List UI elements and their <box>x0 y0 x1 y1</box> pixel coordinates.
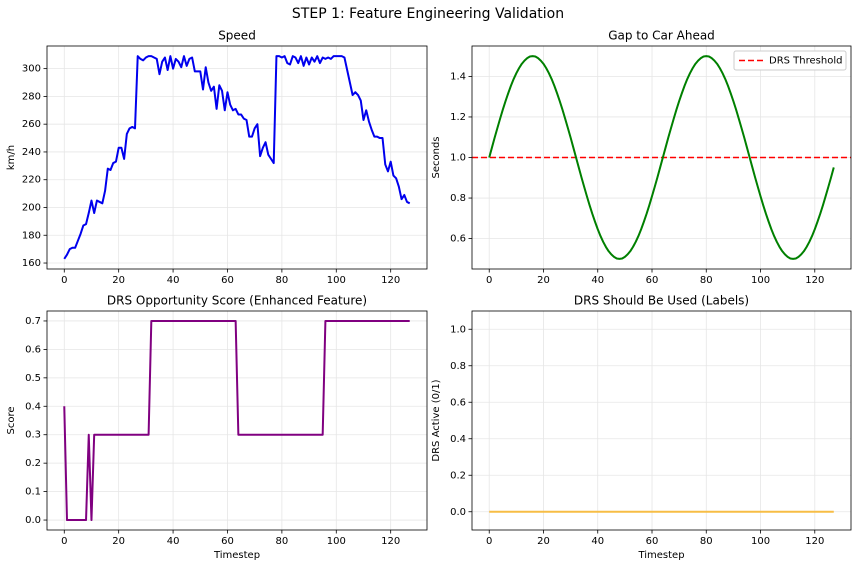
x-tick-label: 100 <box>751 536 770 547</box>
x-tick-label: 0 <box>486 536 492 547</box>
x-tick-label: 60 <box>221 536 234 547</box>
y-tick-label: 0.6 <box>25 344 41 355</box>
y-axis-label: km/h <box>6 145 17 170</box>
y-tick-label: 0.7 <box>25 316 41 327</box>
y-tick-label: 0.5 <box>25 373 41 384</box>
panel: 0 20 40 60 80 100 120 0.0 0.1 0.2 0.3 0.4 0.5 0.6 0.7 D… <box>6 294 428 561</box>
y-tick-label: 0.4 <box>450 434 466 445</box>
panel: 0 20 40 60 80 100 120 0.6 0.8 1.0 1.2 1.4 Gap to Car… <box>431 29 852 286</box>
x-tick-label: 100 <box>327 275 346 286</box>
y-tick-label: 200 <box>22 202 41 213</box>
x-tick-label: 40 <box>591 536 604 547</box>
axes-frame <box>46 45 428 270</box>
y-tick-label: 0.6 <box>450 234 466 245</box>
y-tick-label: 0.4 <box>25 401 41 412</box>
axes-title: Speed <box>218 29 256 43</box>
x-axis-label: Timestep <box>213 550 260 561</box>
x-tick-label: 120 <box>805 536 824 547</box>
axes-frame <box>471 310 852 531</box>
axes-title: Gap to Car Ahead <box>608 29 715 43</box>
y-tick-label: 160 <box>22 258 41 269</box>
x-tick-label: 20 <box>112 536 125 547</box>
y-tick-label: 180 <box>22 230 41 241</box>
y-tick-label: 0.3 <box>25 430 41 441</box>
y-tick-label: 1.2 <box>450 112 466 123</box>
y-tick-label: 0.0 <box>25 515 41 526</box>
plot-area <box>472 311 851 530</box>
y-axis-label: Seconds <box>431 136 442 178</box>
y-tick-label: 0.2 <box>25 458 41 469</box>
x-tick-label: 80 <box>700 275 713 286</box>
x-tick-label: 40 <box>167 275 180 286</box>
y-tick-label: 280 <box>22 91 41 102</box>
x-tick-label: 0 <box>61 536 67 547</box>
x-tick-label: 100 <box>327 536 346 547</box>
axes-title: DRS Should Be Used (Labels) <box>574 294 749 308</box>
y-tick-label: 1.0 <box>450 153 466 164</box>
x-tick-label: 40 <box>167 536 180 547</box>
y-axis-label: DRS Active (0/1) <box>431 379 442 461</box>
x-tick-label: 20 <box>112 275 125 286</box>
x-tick-label: 80 <box>276 536 289 547</box>
axes-frame <box>471 45 852 270</box>
x-tick-label: 60 <box>221 275 234 286</box>
legend: DRS Threshold <box>733 50 847 71</box>
x-tick-label: 120 <box>381 536 400 547</box>
y-tick-label: 220 <box>22 175 41 186</box>
y-tick-label: 0.8 <box>450 361 466 372</box>
axes-title: DRS Opportunity Score (Enhanced Feature) <box>107 294 367 308</box>
x-tick-label: 40 <box>591 275 604 286</box>
y-tick-label: 0.0 <box>450 507 466 518</box>
legend-label: DRS Threshold <box>769 56 842 67</box>
x-tick-label: 120 <box>805 275 824 286</box>
y-tick-label: 260 <box>22 119 41 130</box>
y-tick-label: 0.2 <box>450 470 466 481</box>
axes-frame <box>46 310 428 531</box>
plot-area <box>47 46 427 269</box>
y-tick-label: 0.8 <box>450 193 466 204</box>
data-line <box>63 319 410 522</box>
legend-box <box>733 50 847 71</box>
figure-title: STEP 1: Feature Engineering Validation <box>292 6 564 22</box>
y-axis-label: Score <box>6 406 17 434</box>
y-tick-label: 0.1 <box>25 487 41 498</box>
x-tick-label: 20 <box>537 275 550 286</box>
x-tick-label: 60 <box>646 536 659 547</box>
panel: 0 20 40 60 80 100 120 160 180 200 220 240 260 280 300 S… <box>6 29 428 286</box>
y-tick-label: 0.6 <box>450 397 466 408</box>
y-tick-label: 1.4 <box>450 71 466 82</box>
y-tick-label: 240 <box>22 147 41 158</box>
x-tick-label: 100 <box>751 275 770 286</box>
x-tick-label: 20 <box>537 536 550 547</box>
data-line <box>488 55 835 260</box>
x-tick-label: 80 <box>276 275 289 286</box>
y-tick-label: 300 <box>22 64 41 75</box>
panel: 0 20 40 60 80 100 120 0.0 0.2 0.4 0.6 0.8 1.0 DRS Sho… <box>431 294 852 561</box>
data-line <box>63 55 411 260</box>
x-tick-label: 120 <box>381 275 400 286</box>
x-tick-label: 0 <box>61 275 67 286</box>
x-tick-label: 80 <box>700 536 713 547</box>
x-axis-label: Timestep <box>637 550 684 561</box>
x-tick-label: 0 <box>486 275 492 286</box>
y-tick-label: 1.0 <box>450 324 466 335</box>
x-tick-label: 60 <box>646 275 659 286</box>
